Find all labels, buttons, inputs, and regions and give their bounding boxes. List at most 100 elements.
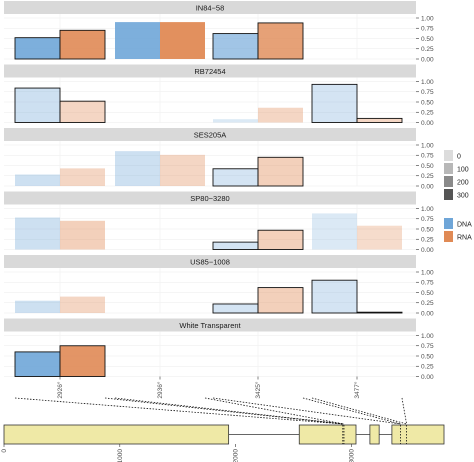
variant-axis: 2926° 2936° 3425° 3477° (56, 376, 361, 399)
legend-count-swatch (444, 176, 453, 187)
bar-rna (59, 100, 106, 123)
bar-rna (60, 296, 105, 313)
y-tick-label: 0.50 (421, 163, 434, 170)
gene-tick-label: 3000 (348, 449, 355, 462)
y-tick-label: 0.50 (421, 290, 434, 297)
legend-count-swatch (444, 189, 453, 200)
bar-dna (14, 87, 61, 123)
y-tick-label: 1.00 (421, 269, 434, 276)
bar-dna (212, 241, 259, 250)
variant-connector (114, 397, 345, 425)
panel-title: SES205A (194, 131, 227, 140)
bar-rna (257, 156, 304, 187)
panel-strip (4, 255, 416, 268)
legend-count-label: 300 (457, 193, 469, 200)
exon (298, 424, 357, 445)
variant-connector (401, 397, 407, 425)
bar-dna (14, 351, 61, 377)
legend: 0 100 200 300 DNA RNA (444, 150, 472, 242)
y-tick-label: 0.50 (421, 36, 434, 43)
y-tick-label: 0.00 (421, 183, 434, 190)
panel-title: US85−1008 (190, 258, 230, 267)
legend-count-label: 0 (457, 154, 461, 161)
panel-title: RB72454 (194, 67, 225, 76)
bar-dna (15, 174, 60, 186)
panel-title: White Transparent (179, 321, 241, 330)
bar-rna (356, 117, 403, 123)
y-tick-label: 0.75 (421, 26, 434, 33)
exon (3, 424, 230, 445)
panel-strip (4, 191, 416, 205)
gene-tick-label: 1000 (117, 449, 124, 462)
panels-layer: IN84−58 0.00 0.25 0.50 0.75 1.00 RB72454 0.00 0.… (4, 1, 434, 381)
bar-rna (356, 311, 403, 314)
gene-tick-label: 0 (1, 449, 8, 453)
y-tick-label: 1.00 (421, 79, 434, 86)
exon (369, 424, 380, 445)
y-tick-label: 0.50 (421, 353, 434, 360)
bar-rna (257, 22, 304, 60)
y-tick-label: 0.00 (421, 120, 434, 127)
legend-count-swatch (444, 163, 453, 174)
bar-dna (212, 33, 259, 60)
variant-connector (14, 397, 343, 425)
bar-dna (212, 168, 259, 187)
bar-rna (60, 168, 105, 186)
y-tick-label: 0.25 (421, 173, 434, 180)
y-tick-label: 1.00 (421, 142, 434, 149)
y-tick-label: 0.00 (421, 56, 434, 63)
legend-series-label: DNA (457, 222, 472, 229)
bar-dna (115, 22, 160, 60)
bar-dna (213, 119, 258, 123)
legend-series-swatch (444, 231, 453, 242)
panel-title: SP80−3280 (190, 194, 229, 203)
variant-label: 3425° (254, 381, 262, 398)
y-tick-label: 1.00 (421, 206, 434, 213)
y-tick-label: 0.25 (421, 237, 434, 244)
variant-label: 2936° (156, 381, 164, 398)
bar-dna (311, 279, 358, 314)
y-tick-label: 1.00 (421, 15, 434, 22)
variant-connector (204, 397, 345, 425)
bar-dna (312, 213, 357, 250)
panel-strip (4, 318, 416, 332)
y-tick-label: 0.75 (421, 153, 434, 160)
bar-dna (14, 37, 61, 60)
y-tick-label: 1.00 (421, 333, 434, 340)
y-tick-label: 0.50 (421, 99, 434, 106)
y-tick-label: 0.75 (421, 216, 434, 223)
y-tick-label: 0.25 (421, 300, 434, 307)
y-tick-label: 0.25 (421, 364, 434, 371)
bar-rna (59, 345, 106, 377)
bar-dna (15, 217, 60, 250)
y-tick-label: 0.75 (421, 89, 434, 96)
bar-dna (311, 83, 358, 123)
y-tick-label: 0.75 (421, 280, 434, 287)
variant-connector (302, 397, 401, 425)
panel-strip (4, 64, 416, 78)
legend-count-swatch (444, 150, 453, 161)
gene-model: 0 1000 2000 3000 (1, 397, 445, 462)
bar-rna (258, 107, 303, 123)
legend-series-label: RNA (457, 235, 472, 242)
variant-label: 3477° (353, 381, 361, 398)
bar-dna (212, 303, 259, 314)
y-tick-label: 0.75 (421, 343, 434, 350)
legend-count-label: 200 (457, 180, 469, 187)
gene-tick-label: 2000 (233, 449, 240, 462)
bar-dna (115, 151, 160, 186)
exon (391, 424, 445, 445)
y-tick-label: 0.00 (421, 374, 434, 381)
bar-rna (160, 22, 205, 60)
y-tick-label: 0.25 (421, 110, 434, 117)
bar-dna (15, 300, 60, 313)
bar-rna (257, 287, 304, 314)
variant-connector (311, 397, 407, 425)
panel-strip (4, 128, 416, 141)
bar-rna (257, 229, 304, 250)
y-tick-label: 0.00 (421, 310, 434, 317)
bar-rna (357, 225, 402, 250)
panel-strip (4, 1, 416, 14)
variant-label: 2926° (56, 381, 64, 398)
